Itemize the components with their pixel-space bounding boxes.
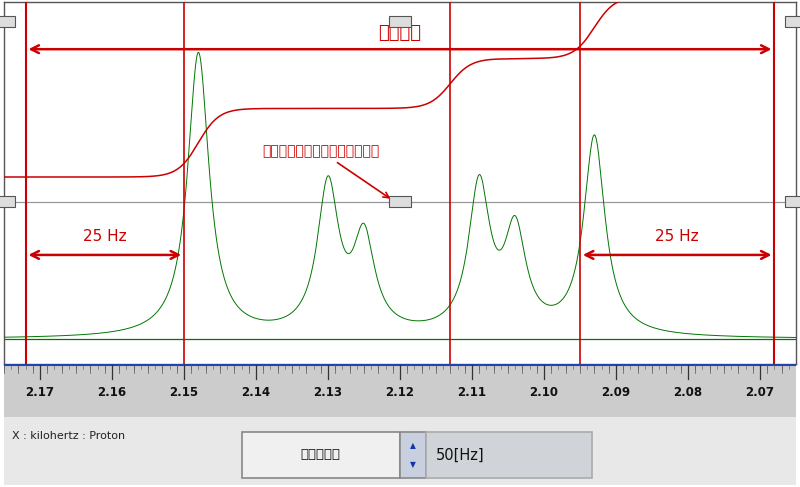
Text: 2.12: 2.12 [386, 386, 414, 399]
Text: 2.17: 2.17 [26, 386, 54, 399]
Text: ▲: ▲ [410, 441, 416, 450]
Text: 2.11: 2.11 [458, 386, 486, 399]
Text: 25 Hz: 25 Hz [83, 229, 126, 244]
Text: 積分の範囲: 積分の範囲 [301, 449, 341, 461]
Bar [786, 16, 800, 27]
Text: 2.14: 2.14 [242, 386, 270, 399]
Bar [389, 16, 410, 27]
Text: 25 Hz: 25 Hz [655, 229, 699, 244]
Text: 2.09: 2.09 [602, 386, 630, 399]
Text: X : kilohertz : Proton: X : kilohertz : Proton [12, 431, 125, 441]
Text: 積分範囲: 積分範囲 [378, 24, 422, 42]
Text: 2.13: 2.13 [314, 386, 342, 399]
Bar [426, 432, 593, 478]
Text: ▼: ▼ [410, 460, 416, 468]
Text: 2.08: 2.08 [674, 386, 702, 399]
Bar [400, 432, 426, 478]
Bar [0, 196, 15, 207]
Text: ピークスレッショルドマーカー: ピークスレッショルドマーカー [262, 144, 389, 198]
Bar [0, 16, 15, 27]
Bar [242, 432, 400, 478]
Text: 2.16: 2.16 [98, 386, 126, 399]
Bar [389, 196, 410, 207]
Text: 50[Hz]: 50[Hz] [436, 448, 484, 462]
Text: 2.15: 2.15 [170, 386, 198, 399]
Text: 2.07: 2.07 [746, 386, 774, 399]
Bar [786, 196, 800, 207]
Text: 2.10: 2.10 [530, 386, 558, 399]
